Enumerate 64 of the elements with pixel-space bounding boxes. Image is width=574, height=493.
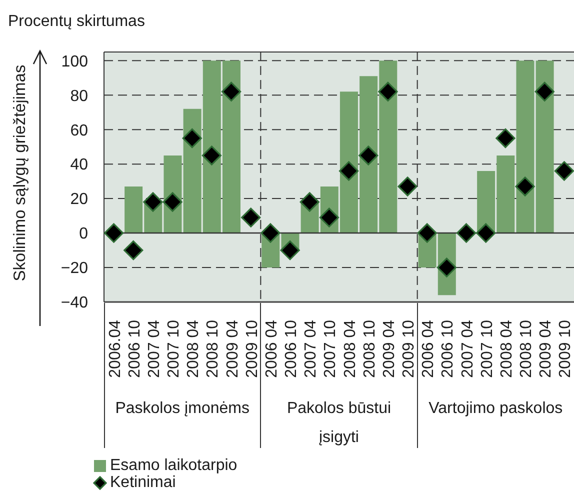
point [398,176,418,196]
chart-title: Procentų skirtumas [8,13,145,31]
point [319,208,340,228]
x-tick-label: 2009 04 [538,320,555,378]
point [143,192,163,212]
x-tick-label: 2007 04 [459,320,476,378]
point [202,146,222,166]
x-tick-label: 2006 10 [126,320,144,378]
text: Vartojimo paskolos [428,399,564,419]
y-tick-label: 100 [61,53,88,70]
point [104,223,124,243]
y-tick-label: 20 [70,191,88,208]
point [162,192,182,212]
x-tick-label: 2007 10 [166,320,183,378]
point [515,176,535,196]
point [476,223,496,243]
bar [536,60,554,234]
point [436,258,457,278]
x-tick-label: 2006 04 [263,320,280,378]
x-tick-label: 2007 10 [322,320,340,378]
x-tick-label: 2008 04 [185,320,202,378]
y-tick-label: 60 [70,122,88,140]
x-tick-label: 2008 04 [342,320,359,378]
point [221,82,242,102]
point [280,240,300,260]
x-tick-label: 2007 04 [146,320,163,378]
x-tick-label: 2006.04 [106,320,124,378]
x-tick-label: 2008 10 [361,320,378,378]
x-tick-label: 2009 04 [380,320,398,378]
x-tick-label: 2009 10 [400,320,418,378]
point [241,208,261,228]
point [417,223,437,243]
x-tick-label: 2008 10 [518,320,536,378]
y-tick-label: −20 [60,260,88,278]
y-axis-title: Skolinimo sąlygų griežtėjimas [11,64,29,282]
x-tick-label: 2009 04 [224,320,242,378]
point [534,82,554,102]
legend-label: Esamo laikotarpio [110,457,238,474]
x-tick-label: 2007 04 [302,320,320,378]
x-tick-label: 2006 04 [420,320,438,378]
point [260,223,280,243]
y-tick-label: 0 [79,226,88,243]
point [338,161,359,181]
x-tick-label: 2008 10 [204,320,222,378]
y-tick-label: 40 [70,156,88,174]
point [358,146,378,166]
y-tick-label: −40 [60,294,88,312]
legend-label: Ketinimai [110,474,176,491]
point [554,161,574,181]
point [124,240,144,260]
text: Pakolos būstui įsigyti [286,399,392,448]
x-tick-label: 2006 10 [283,320,300,378]
x-tick-label: 2006 10 [440,320,457,378]
y-tick-label: 80 [70,88,88,105]
x-tick-label: 2008 04 [498,320,516,378]
point [496,128,516,148]
point [456,223,476,243]
point [300,192,320,212]
point [182,128,202,148]
text: Paskolos įmonėms [114,399,250,419]
x-tick-label: 2009 10 [244,320,261,378]
x-tick-label: 2009 10 [557,320,574,378]
x-tick-label: 2007 10 [478,320,496,378]
point [378,82,398,102]
